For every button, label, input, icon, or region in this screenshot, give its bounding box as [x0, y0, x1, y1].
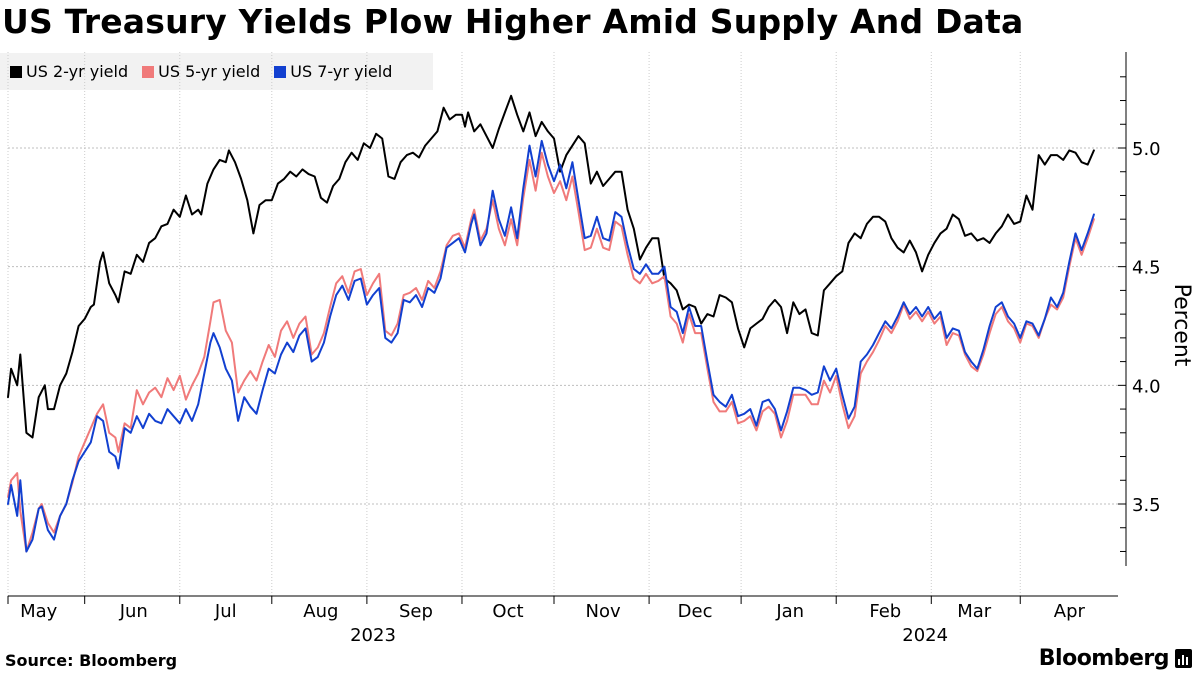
legend-label-5yr: US 5-yr yield [158, 62, 261, 81]
x-axis: May Jun Jul Aug Sep Oct Nov Dec Jan Feb Mar Apr 2023… [7, 595, 1118, 646]
x-tick-label-aug: Aug [303, 601, 338, 622]
x-tick-label-nov: Nov [586, 601, 621, 622]
legend-swatch-5yr [142, 65, 155, 78]
year-label-2023: 2023 [350, 625, 396, 646]
x-tick-label-feb: Feb [869, 601, 901, 622]
y-tick-label: 4.5 [1132, 258, 1161, 279]
series-line-us-5-yr-yield [7, 151, 1095, 553]
x-tick-label-oct: Oct [492, 601, 523, 622]
series-line-us-7-yr-yield [7, 139, 1095, 553]
bloomberg-terminal-icon [1175, 649, 1192, 668]
legend-item-5yr: US 5-yr yield [142, 62, 260, 81]
legend-item-2yr: US 2-yr yield [10, 62, 128, 81]
y-axis-label: Percent [1169, 284, 1194, 367]
y-tick-label: 5.0 [1132, 139, 1161, 160]
x-tick-label-apr: Apr [1054, 601, 1086, 622]
y-axis: 3.5 4.0 4.5 5.0 [1118, 52, 1161, 566]
chart-title: US Treasury Yields Plow Higher Amid Supp… [2, 2, 1024, 41]
bloomberg-logo: Bloomberg [1039, 646, 1192, 671]
legend-swatch-7yr [274, 65, 287, 78]
x-tick-label-jul: Jul [214, 601, 237, 622]
x-tick-label-mar: Mar [957, 601, 992, 622]
year-label-2024: 2024 [902, 625, 948, 646]
x-tick-label-sep: Sep [399, 601, 433, 622]
y-tick-label: 3.5 [1132, 495, 1161, 516]
gridlines [7, 52, 1118, 596]
legend-label-2yr: US 2-yr yield [26, 62, 129, 81]
y-tick-label: 4.0 [1132, 376, 1161, 397]
x-tick-label-jan: Jan [775, 601, 804, 622]
x-tick-label-jun: Jun [119, 601, 148, 622]
series-lines [7, 94, 1095, 553]
brand-name: Bloomberg [1038, 646, 1170, 671]
x-tick-label-dec: Dec [678, 601, 713, 622]
legend-swatch-2yr [10, 65, 22, 78]
series-line-us-2-yr-yield [7, 94, 1095, 439]
x-tick-label-may: May [20, 601, 58, 622]
source-note: Source: Bloomberg [5, 651, 178, 670]
legend: US 2-yr yield US 5-yr yield US 7-yr yiel… [0, 53, 433, 90]
